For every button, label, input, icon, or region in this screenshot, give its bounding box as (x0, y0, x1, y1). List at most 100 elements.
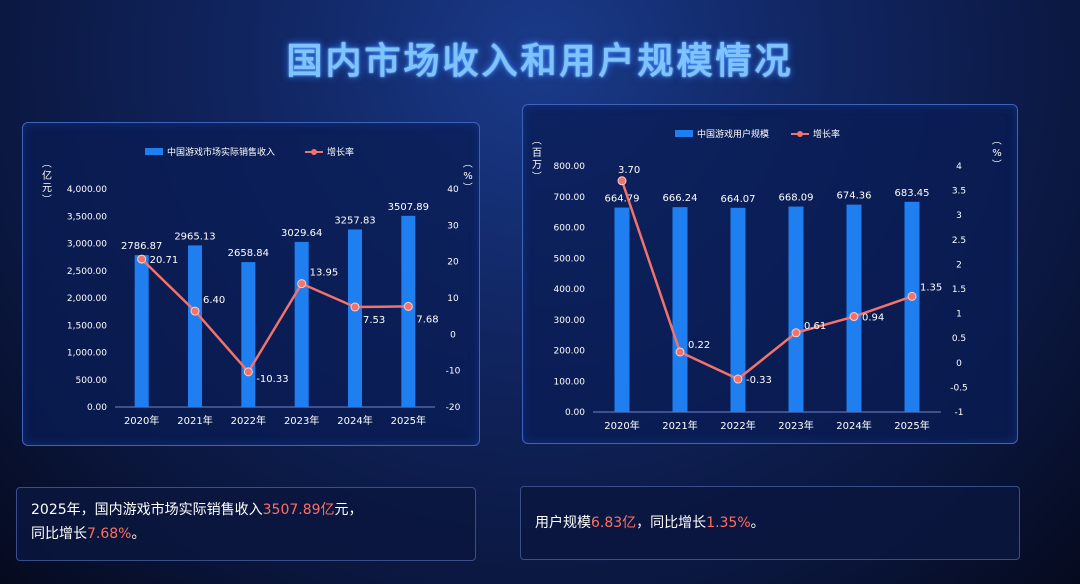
growth-data-label: -0.33 (746, 375, 772, 386)
y-axis-right-title: （ (990, 135, 1002, 145)
bar (730, 207, 746, 412)
bar (614, 207, 630, 412)
y-axis-right-title: （ (461, 158, 473, 168)
summary-text: ，同比增长 (636, 515, 707, 531)
y-axis-left-title: 元 (42, 183, 52, 194)
x-axis-tick: 2020年 (124, 414, 159, 427)
x-axis-tick: 2023年 (778, 419, 813, 432)
bar-data-label: 668.09 (779, 193, 814, 204)
y-axis-left-tick: 2,000.00 (67, 294, 107, 304)
legend-bar-swatch (675, 130, 693, 137)
x-axis-tick: 2022年 (231, 414, 266, 427)
y-axis-right-title: % (463, 171, 473, 182)
summary-text: 元， (334, 502, 363, 518)
growth-data-label: -10.33 (256, 374, 288, 385)
x-axis-tick: 2021年 (177, 414, 212, 427)
y-axis-left-tick: 500.00 (554, 254, 586, 264)
growth-point (297, 279, 307, 289)
y-axis-left-tick: 3,500.00 (67, 212, 107, 222)
x-axis-tick: 2021年 (662, 419, 697, 432)
y-axis-left-tick: 600.00 (554, 224, 586, 234)
growth-point (190, 306, 200, 316)
bar-data-label: 2658.84 (228, 248, 269, 259)
y-axis-right-tick: -0.5 (950, 383, 968, 393)
y-axis-left-tick: 4,000.00 (67, 185, 107, 195)
bar (904, 201, 920, 412)
growth-point (617, 176, 627, 186)
legend-line-label: 增长率 (327, 146, 354, 158)
growth-point (403, 301, 413, 311)
bar (241, 262, 256, 407)
bar-data-label: 3507.89 (388, 202, 429, 213)
growth-point (137, 254, 147, 264)
growth-line (620, 180, 913, 381)
summary-text: 2025年，国内游戏市场实际销售收入 (31, 502, 263, 518)
y-axis-left-tick: 3,000.00 (67, 240, 107, 250)
growth-data-label: 20.71 (150, 255, 179, 266)
summary-text: 用户规模 (535, 515, 591, 531)
bar-data-label: 683.45 (895, 188, 930, 199)
bar (846, 204, 862, 412)
y-axis-left-tick: 300.00 (554, 316, 586, 326)
page-title: 国内市场收入和用户规模情况 (286, 41, 794, 82)
y-axis-left-tick: 500.00 (76, 376, 108, 386)
y-axis-left-tick: 0.00 (87, 403, 107, 413)
legend-line-marker (797, 131, 803, 137)
x-axis-tick: 2024年 (337, 414, 372, 427)
bar-data-label: 3029.64 (281, 228, 322, 239)
x-axis-tick: 2025年 (391, 414, 426, 427)
y-axis-right-tick: 20 (447, 258, 459, 268)
growth-data-label: 3.70 (618, 165, 640, 176)
summary-highlight-pct: 7.68% (87, 526, 132, 542)
y-axis-right-tick: 0 (956, 359, 962, 369)
y-axis-left-title: ） (40, 194, 52, 204)
growth-data-label: 7.68 (416, 314, 438, 325)
x-axis-tick: 2025年 (894, 419, 929, 432)
bar-data-label: 666.24 (663, 193, 698, 204)
users-chart-panel: 中国游戏用户规模 增长率（百万）（%） 800.00 700.00 600.00 500.… (522, 104, 1018, 444)
y-axis-right-tick: -20 (446, 403, 461, 413)
growth-data-label: 0.94 (862, 313, 884, 324)
bar-data-label: 2786.87 (121, 241, 162, 252)
growth-data-label: 13.95 (310, 268, 339, 279)
summary-highlight-pct: 1.35% (706, 515, 751, 531)
growth-point (907, 291, 917, 301)
y-axis-right-tick: 2.5 (952, 236, 966, 246)
legend-bar-label: 中国游戏市场实际销售收入 (167, 146, 275, 158)
revenue-chart-panel: 中国游戏市场实际销售收入 增长率（亿元）（%） 4,000.00 3,500.00 3,… (22, 122, 480, 446)
growth-point (849, 312, 859, 322)
bar (672, 207, 688, 412)
y-axis-left-tick: 400.00 (554, 285, 586, 295)
y-axis-right-tick: 1.5 (952, 285, 966, 295)
summary-text: 。 (131, 526, 146, 542)
bar (294, 241, 309, 407)
y-axis-left-title: 万 (532, 160, 542, 171)
y-axis-left-tick: 800.00 (554, 162, 586, 172)
legend-line-marker (311, 149, 317, 155)
y-axis-left-title: 亿 (42, 169, 52, 182)
y-axis-right-tick: 1 (956, 310, 962, 320)
y-axis-right-title: ） (461, 182, 473, 192)
x-axis-tick: 2022年 (720, 419, 755, 432)
y-axis-right-title: % (992, 148, 1002, 159)
bar-data-label: 664.07 (721, 194, 756, 205)
y-axis-left-title: （ (530, 135, 542, 145)
y-axis-left-tick: 1,000.00 (67, 349, 107, 359)
users-summary: 用户规模6.83亿，同比增长1.35%。 (520, 486, 1020, 560)
growth-data-label: 0.22 (688, 340, 710, 351)
revenue-chart: 中国游戏市场实际销售收入 增长率（亿元）（%）4,000.003,500.003,… (40, 146, 473, 427)
growth-data-label: 7.53 (363, 315, 385, 326)
legend-bar-swatch (145, 148, 163, 155)
growth-point (791, 328, 801, 338)
y-axis-left-tick: 100.00 (554, 377, 586, 387)
x-axis-tick: 2024年 (836, 419, 871, 432)
summary-text: 。 (750, 515, 765, 531)
bar (134, 255, 149, 407)
y-axis-right-tick: 0.5 (952, 334, 966, 344)
y-axis-left-tick: 0.00 (565, 408, 585, 418)
growth-point (675, 347, 685, 357)
x-axis-tick: 2023年 (284, 414, 319, 427)
legend-line-label: 增长率 (813, 128, 840, 140)
y-axis-right-tick: -10 (446, 367, 461, 377)
x-axis-tick: 2020年 (604, 419, 639, 432)
